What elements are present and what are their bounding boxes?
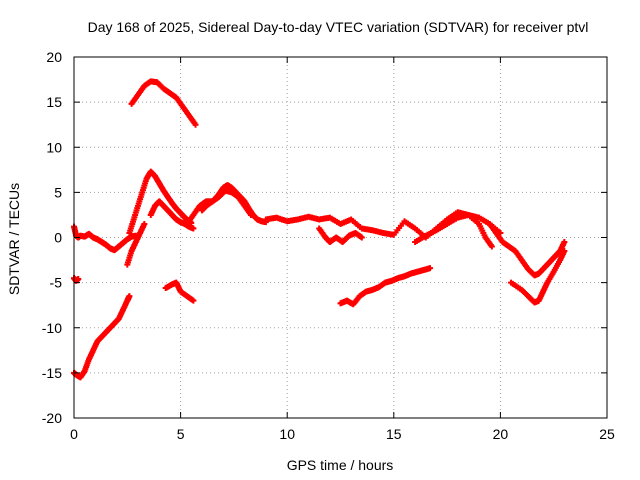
y-tick-label: -10 xyxy=(42,320,62,336)
y-tick-label: -5 xyxy=(50,275,63,291)
data-point xyxy=(247,211,254,218)
data-point xyxy=(427,265,434,272)
data-point xyxy=(561,239,568,246)
x-tick-label: 5 xyxy=(177,426,185,442)
data-points xyxy=(71,78,568,381)
data-point xyxy=(358,234,365,241)
data-point xyxy=(488,243,495,250)
y-tick-label: -20 xyxy=(42,410,62,426)
y-tick-label: -15 xyxy=(42,365,62,381)
x-tick-label: 15 xyxy=(386,426,402,442)
chart-title: Day 168 of 2025, Sidereal Day-to-day VTE… xyxy=(88,19,589,35)
x-tick-label: 10 xyxy=(279,426,295,442)
y-axis-label: SDTVAR / TECUs xyxy=(6,183,22,295)
grid-lines xyxy=(74,57,607,418)
y-tick-label: 15 xyxy=(46,94,62,110)
y-tick-label: 0 xyxy=(54,230,62,246)
data-point xyxy=(561,248,568,255)
y-tick-label: 5 xyxy=(54,184,62,200)
x-tick-label: 0 xyxy=(70,426,78,442)
data-point xyxy=(190,225,197,232)
y-tick-label: 10 xyxy=(46,139,62,155)
x-tick-label: 25 xyxy=(599,426,615,442)
x-tick-label: 20 xyxy=(493,426,509,442)
plot-frame xyxy=(73,56,608,419)
data-point xyxy=(190,297,197,304)
data-point xyxy=(141,220,148,227)
axis-ticks: 0 5 10 15 20 25 -20 -15 -10 -5 0 5 10 15 20 xyxy=(42,49,615,442)
data-point xyxy=(126,293,133,300)
data-point xyxy=(192,121,199,128)
x-axis-label: GPS time / hours xyxy=(287,457,394,473)
y-tick-label: 20 xyxy=(46,49,62,65)
data-point xyxy=(75,276,82,283)
